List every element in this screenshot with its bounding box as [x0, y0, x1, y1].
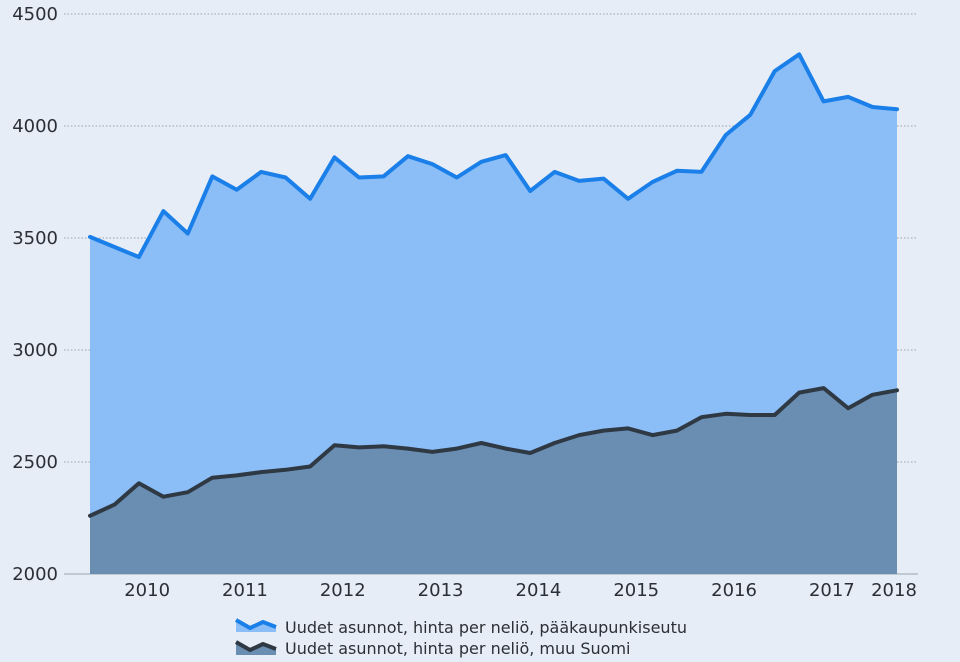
series-area-1 — [90, 388, 897, 574]
x-tick-label: 2015 — [613, 580, 659, 601]
y-tick-label: 2000 — [12, 564, 58, 585]
legend-label-0: Uudet asunnot, hinta per neliö, pääkaupu… — [285, 618, 687, 637]
chart-lines — [88, 52, 899, 518]
legend-line-1 — [235, 640, 277, 652]
chart-areas — [90, 54, 897, 575]
x-tick-label: 2017 — [809, 580, 855, 601]
x-tick-label: 2011 — [222, 580, 268, 601]
x-tick-label: 2012 — [320, 580, 366, 601]
x-tick-label: 2010 — [124, 580, 170, 601]
y-tick-label: 3000 — [12, 340, 58, 361]
x-tick-label: 2013 — [418, 580, 464, 601]
legend-label-1: Uudet asunnot, hinta per neliö, muu Suom… — [285, 639, 630, 658]
series-line-1 — [88, 386, 899, 518]
x-tick-label: 2018 — [871, 580, 917, 601]
y-tick-label: 2500 — [12, 452, 58, 473]
x-tick-label: 2016 — [711, 580, 757, 601]
x-tick-label: 2014 — [516, 580, 562, 601]
y-tick-label: 3500 — [12, 228, 58, 249]
legend: Uudet asunnot, hinta per neliö, pääkaupu… — [235, 618, 687, 658]
y-tick-label: 4000 — [12, 116, 58, 137]
y-tick-label: 4500 — [12, 4, 58, 25]
legend-item-1[interactable]: Uudet asunnot, hinta per neliö, muu Suom… — [235, 639, 630, 658]
y-axis: 2000 2500 3000 3500 4000 4500 — [12, 4, 58, 585]
series-line-0 — [88, 52, 899, 259]
legend-item-0[interactable]: Uudet asunnot, hinta per neliö, pääkaupu… — [235, 618, 687, 637]
legend-line-0 — [235, 618, 277, 630]
x-axis: 2010 2011 2012 2013 2014 2015 2016 2017 2018 — [124, 580, 917, 601]
